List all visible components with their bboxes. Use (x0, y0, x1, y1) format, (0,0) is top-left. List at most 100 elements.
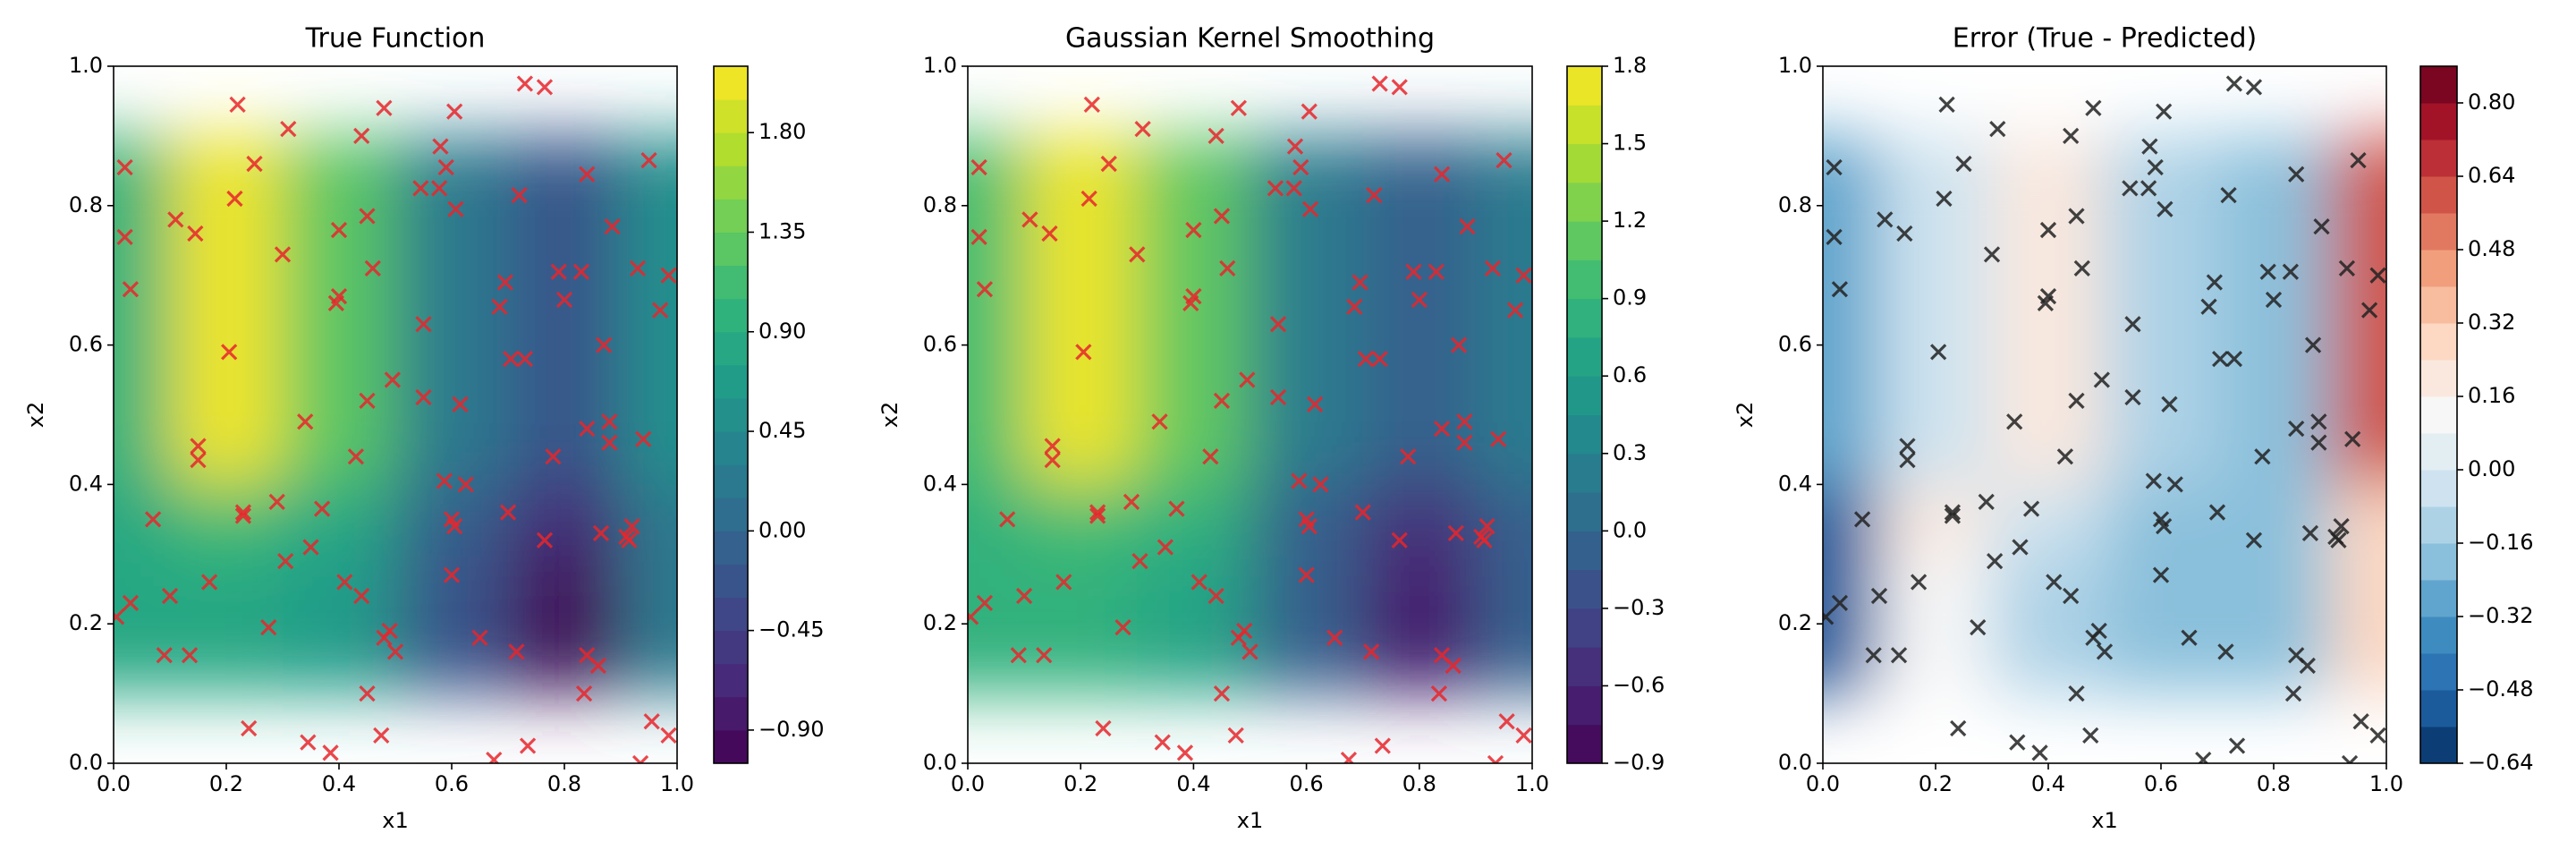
contour-cell (2330, 554, 2386, 694)
sample-marker (2156, 103, 2173, 120)
sample-marker (1433, 166, 1451, 183)
sample-marker (2140, 180, 2157, 197)
colorbar-tick-label: 1.2 (1613, 208, 1647, 233)
sample-marker (415, 388, 432, 406)
sample-marker (446, 103, 463, 120)
sample-marker (280, 120, 297, 138)
colorbar-band (2420, 506, 2457, 544)
contour-field (968, 135, 1532, 694)
sample-marker (1291, 472, 1308, 489)
sample-marker (1227, 727, 1244, 744)
sample-marker (1301, 103, 1318, 120)
sample-marker (970, 228, 987, 245)
sample-marker (1826, 158, 1843, 176)
contour-cell (621, 554, 677, 694)
colorbar-band (2420, 286, 2457, 324)
sample-marker (579, 166, 596, 183)
sample-marker (1095, 719, 1112, 737)
colorbar-tick-label: −0.48 (2468, 676, 2534, 702)
sample-marker (122, 281, 140, 298)
sample-marker (2141, 138, 2158, 155)
y-tick-label: 0.0 (69, 750, 103, 775)
sample-marker (2031, 744, 2048, 761)
sample-marker (1213, 208, 1231, 225)
sample-marker (508, 643, 525, 660)
sample-marker (2350, 152, 2367, 169)
colorbar-band (2420, 66, 2457, 104)
x-tick-label: 0.0 (951, 771, 985, 796)
colorbar-tick-label: 0.16 (2468, 383, 2515, 408)
colorbar-band (2420, 213, 2457, 251)
contour-field (1823, 135, 2386, 694)
sample-marker (1185, 221, 1202, 239)
sample-marker (545, 448, 562, 465)
sample-marker (2012, 539, 2029, 556)
sample-marker (2085, 629, 2102, 646)
sample-marker (364, 259, 381, 277)
sample-marker (2301, 524, 2319, 542)
y-tick-label: 1.0 (923, 53, 957, 78)
sample-marker (2225, 75, 2243, 92)
colorbar-band (714, 265, 748, 300)
sample-marker (1182, 294, 1199, 311)
colorbar-band (714, 431, 748, 465)
colorbar-band (714, 729, 748, 764)
colorbar-band (714, 531, 748, 565)
colorbar-band (714, 663, 748, 698)
sample-marker (386, 643, 404, 660)
colorbar-tick-label: 0.48 (2468, 236, 2515, 261)
sample-marker (167, 211, 184, 228)
sample-marker (550, 263, 567, 280)
sample-marker (1301, 518, 1318, 535)
colorbar-band (714, 99, 748, 133)
colorbar-band (1567, 453, 1602, 493)
x-tick-label: 0.2 (1063, 771, 1097, 796)
sample-marker (1208, 587, 1224, 605)
x-tick-label: 0.2 (209, 771, 243, 796)
sample-marker (499, 504, 517, 521)
colorbar-tick-label: 1.35 (758, 218, 806, 243)
colorbar-band (1567, 647, 1602, 686)
sample-marker (2145, 472, 2162, 489)
sample-marker (353, 587, 370, 605)
sample-marker (2333, 518, 2350, 535)
sample-marker (431, 180, 448, 197)
colorbar-band (1567, 608, 1602, 648)
sample-marker (1938, 96, 1955, 113)
colorbar-band (2420, 176, 2457, 214)
sample-marker (1041, 225, 1058, 242)
x-tick-label: 0.0 (97, 771, 131, 796)
x-tick-label: 0.8 (2257, 771, 2291, 796)
sample-marker (2259, 263, 2276, 280)
colorbar-band (1567, 182, 1602, 222)
sample-marker (229, 96, 246, 113)
sample-marker (2152, 566, 2170, 583)
sample-marker (2068, 685, 2085, 702)
sample-marker (555, 291, 573, 309)
y-tick-label: 0.8 (69, 192, 103, 217)
sample-marker (1978, 493, 1995, 511)
sample-marker (629, 259, 647, 277)
sample-marker (575, 685, 593, 702)
sample-marker (1936, 190, 1953, 208)
sample-marker (2225, 351, 2243, 368)
sample-marker (260, 618, 277, 636)
sample-marker (1831, 594, 1849, 611)
contour-cell (114, 135, 170, 485)
colorbar-band (714, 132, 748, 166)
sample-marker (1154, 734, 1171, 751)
colorbar-band (2420, 433, 2457, 471)
sample-marker (1312, 476, 1329, 493)
sample-marker (1515, 727, 1532, 744)
sample-marker (1450, 336, 1468, 353)
colorbar-band (714, 498, 748, 532)
sample-marker (572, 263, 590, 280)
sample-marker (1269, 388, 1287, 406)
sample-marker (1010, 647, 1027, 664)
sample-marker (635, 430, 652, 447)
axes-frame (1822, 65, 2387, 764)
sample-marker (1055, 574, 1072, 591)
colorbar-tick-label: 0.80 (2468, 89, 2515, 115)
colorbar-tick-label: 0.0 (1613, 517, 1647, 542)
chart-title: True Function (305, 23, 486, 55)
